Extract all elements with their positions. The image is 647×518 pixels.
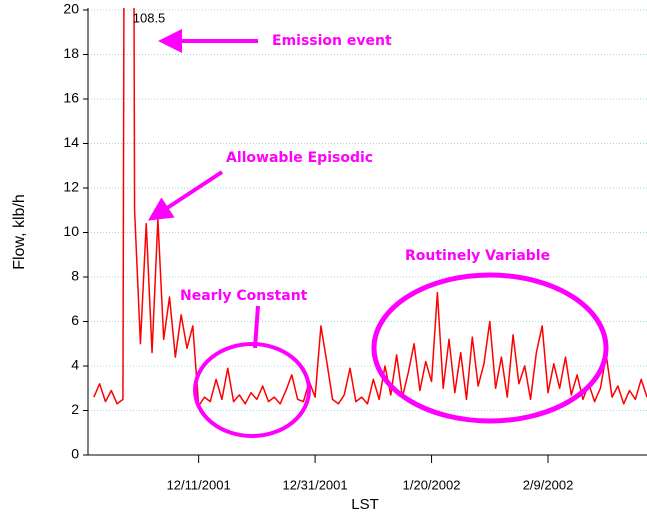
annotations: Emission event Allowable Episodic Nearly… [147,29,609,438]
data-line [93,8,647,407]
connector [253,305,260,349]
y-tick-label: 18 [63,45,79,61]
x-tick-label: 1/20/2002 [403,477,461,492]
y-tick-label: 14 [63,134,79,150]
data-label: 108.5 [133,10,166,25]
y-axis-label: Flow, klb/h [11,194,28,270]
annotation: Emission event [272,33,392,49]
x-tick-label: 12/31/2001 [283,477,348,492]
x-tick-label: 2/9/2002 [523,477,574,492]
plot-area [93,8,647,407]
y-tick-label: 6 [71,312,79,328]
y-tick-label: 4 [71,357,79,373]
y-tick-label: 8 [71,268,79,284]
y-tick-label: 20 [63,1,79,17]
y-tick-label: 10 [63,223,79,239]
x-axis-label: LST [351,496,379,513]
annotation: Routinely Variable [405,248,550,264]
y-tick-label: 16 [63,90,79,106]
annotation: Allowable Episodic [226,150,373,166]
y-tick-label: 12 [63,179,79,195]
arrow [147,170,224,221]
highlight-ellipse [371,272,609,424]
x-tick-label: 12/11/2001 [167,477,231,492]
annotation: Nearly Constant [180,288,308,304]
highlight-ellipse [193,342,311,438]
y-tick-label: 0 [71,446,79,462]
y-tick-label: 2 [71,401,79,417]
grid [88,9,647,456]
axes: 0 2 4 6 8 10 12 14 16 18 20 12/11/2001 12/31/2001 1/2… [63,1,573,493]
